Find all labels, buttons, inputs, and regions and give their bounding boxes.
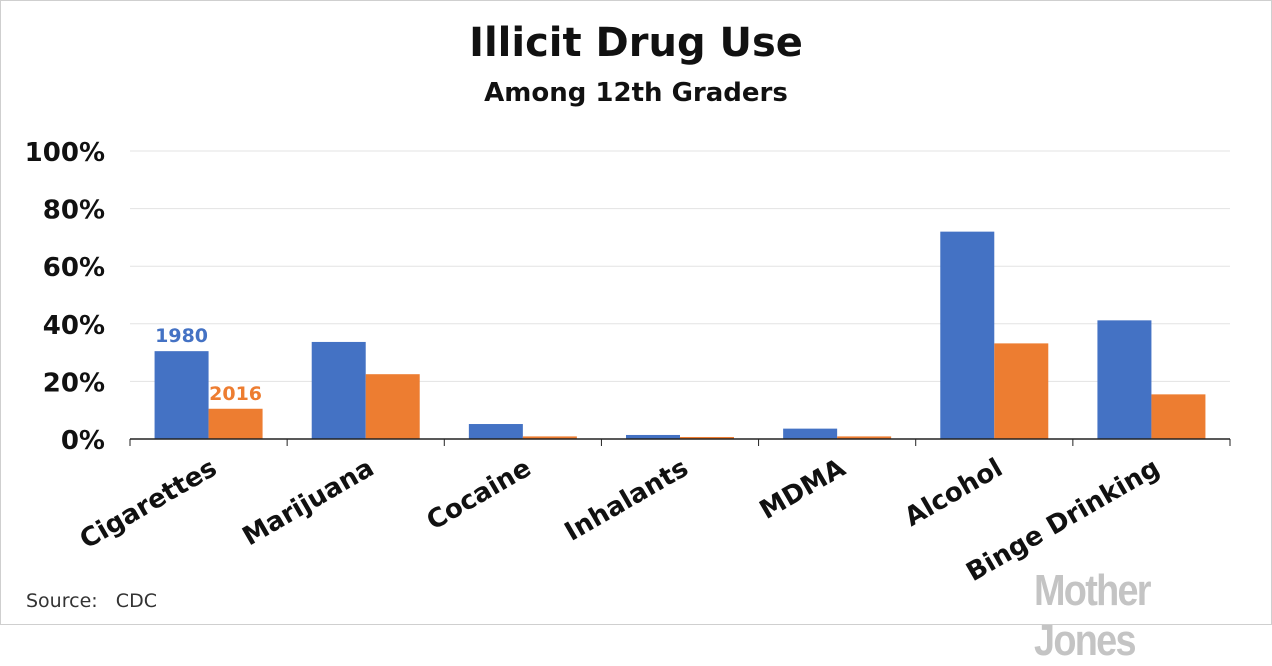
- x-tick-label: Marijuana: [238, 453, 380, 552]
- chart-title: Illicit Drug Use: [469, 20, 803, 66]
- chart-subtitle: Among 12th Graders: [484, 78, 788, 108]
- bar-2016: [1151, 394, 1206, 439]
- x-tick-label: MDMA: [755, 453, 851, 526]
- y-tick-label: 20%: [43, 368, 105, 398]
- x-tick-label: Alcohol: [900, 453, 1008, 533]
- bar-2016: [208, 408, 263, 439]
- bar-chart: 0% 20% 40% 60% 80% 100% Cigarettes Marijuana Coc…: [25, 138, 1231, 588]
- bar-2016: [680, 436, 734, 439]
- y-tick-label: 0%: [61, 426, 105, 456]
- y-tick-label: 60%: [43, 253, 105, 283]
- bar-1980: [783, 428, 838, 439]
- bar-1980: [468, 424, 523, 439]
- x-tick-label: Cocaine: [422, 453, 537, 536]
- x-tick-label: Inhalants: [560, 453, 694, 548]
- series-label-2016: 2016: [209, 383, 262, 405]
- bar-2016: [994, 343, 1049, 439]
- y-tick-label: 40%: [43, 311, 105, 341]
- series-label-1980: 1980: [155, 325, 208, 347]
- bar-2016: [837, 436, 892, 439]
- bar-1980: [626, 434, 680, 439]
- source-label: Source:: [26, 590, 98, 612]
- x-tick-label: Cigarettes: [75, 453, 222, 555]
- mother-jones-logo: Mother Jones: [1034, 566, 1152, 665]
- bar-1980: [1097, 320, 1152, 439]
- bar-1980: [311, 341, 366, 439]
- bar-2016: [365, 374, 420, 439]
- source-value: CDC: [115, 590, 157, 612]
- y-tick-label: 80%: [43, 196, 105, 226]
- bar-1980: [940, 231, 995, 439]
- y-tick-label: 100%: [25, 138, 105, 168]
- bar-1980: [154, 351, 209, 439]
- source-note: Source: CDC: [26, 590, 157, 612]
- bar-2016: [522, 436, 577, 439]
